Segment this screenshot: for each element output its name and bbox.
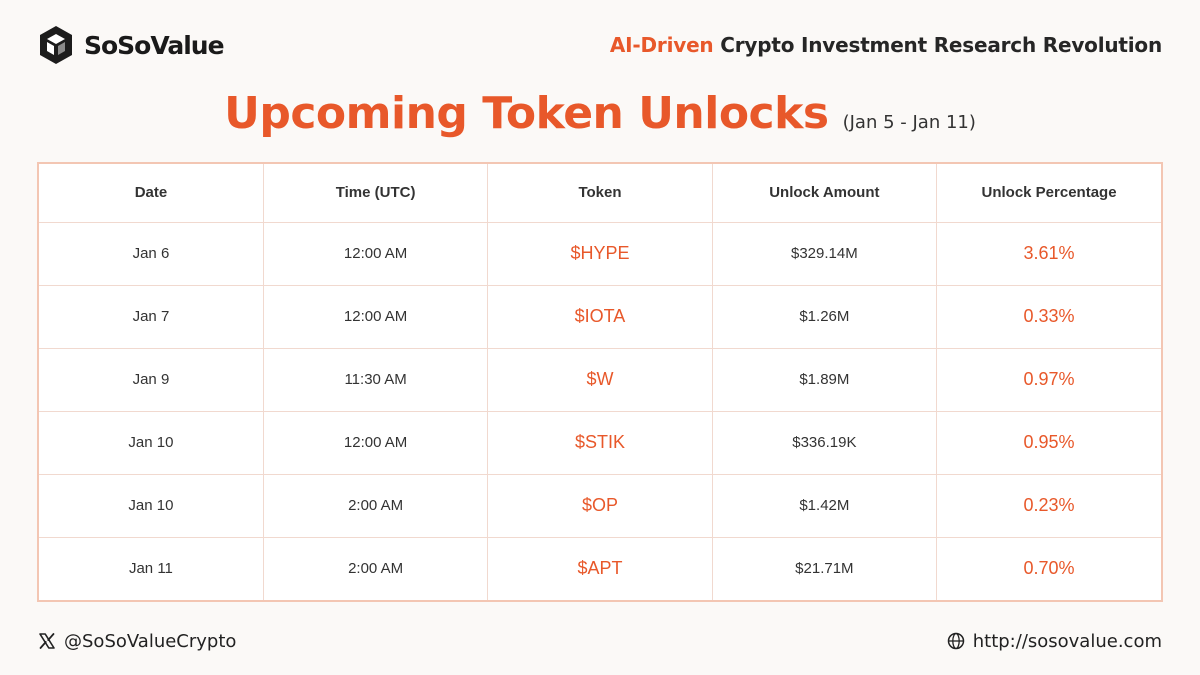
footer: @SoSoValueCrypto http://sosovalue.com	[38, 626, 1162, 656]
cell-time: 2:00 AM	[263, 474, 489, 538]
brand[interactable]: SoSoValue	[38, 25, 225, 65]
globe-icon	[947, 632, 964, 650]
cell-amount: $1.89M	[712, 348, 938, 412]
x-handle: @SoSoValueCrypto	[64, 630, 237, 652]
cell-token: $OP	[487, 474, 713, 538]
cell-time: 2:00 AM	[263, 537, 489, 600]
cell-date: Jan 10	[39, 474, 264, 538]
unlocks-table: Date Time (UTC) Token Unlock Amount Unlo…	[37, 162, 1163, 602]
cell-time: 12:00 AM	[263, 411, 489, 475]
cell-time: 11:30 AM	[263, 348, 489, 412]
cell-percentage: 0.97%	[936, 348, 1161, 412]
cell-percentage: 0.70%	[1023, 558, 1075, 579]
tagline-rest: Crypto Investment Research Revolution	[713, 33, 1162, 57]
col-time: Time (UTC)	[263, 164, 489, 223]
table-row: Jan 7 12:00 AM $IOTA $1.26M 0.33%	[39, 285, 1161, 349]
table-row: Jan 10 12:00 AM $STIK $336.19K 0.95%	[39, 411, 1161, 475]
sosovalue-logo-icon	[40, 26, 72, 64]
header: SoSoValue AI-Driven Crypto Investment Re…	[38, 22, 1162, 68]
cell-amount: $1.42M	[712, 474, 938, 538]
cell-percentage: 0.33%	[936, 285, 1161, 349]
cell-amount: $329.14M	[712, 222, 938, 286]
cell-date: Jan 10	[39, 411, 264, 475]
cell-amount: $21.71M	[712, 537, 938, 600]
website-url: http://sosovalue.com	[972, 630, 1162, 652]
table-row: Jan 9 11:30 AM $W $1.89M 0.97%	[39, 348, 1161, 412]
cell-percentage: 0.23%	[936, 474, 1161, 538]
cell-percentage: 0.95%	[936, 411, 1161, 475]
cell-time: 12:00 AM	[263, 222, 489, 286]
cell-token: $IOTA	[487, 285, 713, 349]
cell-token: $W	[487, 348, 713, 412]
cell-percentage: 3.61%	[936, 222, 1161, 286]
cell-date: Jan 7	[39, 285, 264, 349]
date-range: (Jan 5 - Jan 11)	[842, 112, 976, 133]
cell-date: Jan 9	[39, 348, 264, 412]
col-date: Date	[39, 164, 264, 223]
cell-amount: $336.19K	[712, 411, 938, 475]
cell-token: $HYPE	[487, 222, 713, 286]
cell-time: 12:00 AM	[263, 285, 489, 349]
cell-amount: $1.26M	[712, 285, 938, 349]
col-token: Token	[487, 164, 713, 223]
cell-token: $STIK	[487, 411, 713, 475]
table-row: Jan 10 2:00 AM $OP $1.42M 0.23%	[39, 474, 1161, 538]
x-handle-link[interactable]: @SoSoValueCrypto	[38, 631, 236, 652]
table-row: Jan 6 12:00 AM $HYPE $329.14M 3.61%	[39, 222, 1161, 286]
table-row: Jan 11 2:00 AM $APT $21.71M 0.70%	[39, 537, 1161, 600]
page-title: Upcoming Token Unlocks	[224, 88, 829, 139]
x-logo-icon	[39, 633, 55, 649]
cell-date: Jan 6	[39, 222, 264, 286]
title-row: Upcoming Token Unlocks (Jan 5 - Jan 11)	[0, 88, 1200, 150]
website-link[interactable]: http://sosovalue.com	[947, 631, 1162, 652]
cell-date: Jan 11	[39, 537, 264, 600]
tagline: AI-Driven Crypto Investment Research Rev…	[610, 33, 1162, 57]
table-header-row: Date Time (UTC) Token Unlock Amount Unlo…	[39, 164, 1161, 223]
unlocks-table-grid: Date Time (UTC) Token Unlock Amount Unlo…	[39, 164, 1161, 600]
brand-name: SoSoValue	[84, 30, 225, 60]
col-percentage: Unlock Percentage	[936, 164, 1161, 223]
tagline-accent: AI-Driven	[609, 33, 714, 57]
col-amount: Unlock Amount	[712, 164, 938, 223]
cell-token: $APT	[487, 537, 713, 600]
